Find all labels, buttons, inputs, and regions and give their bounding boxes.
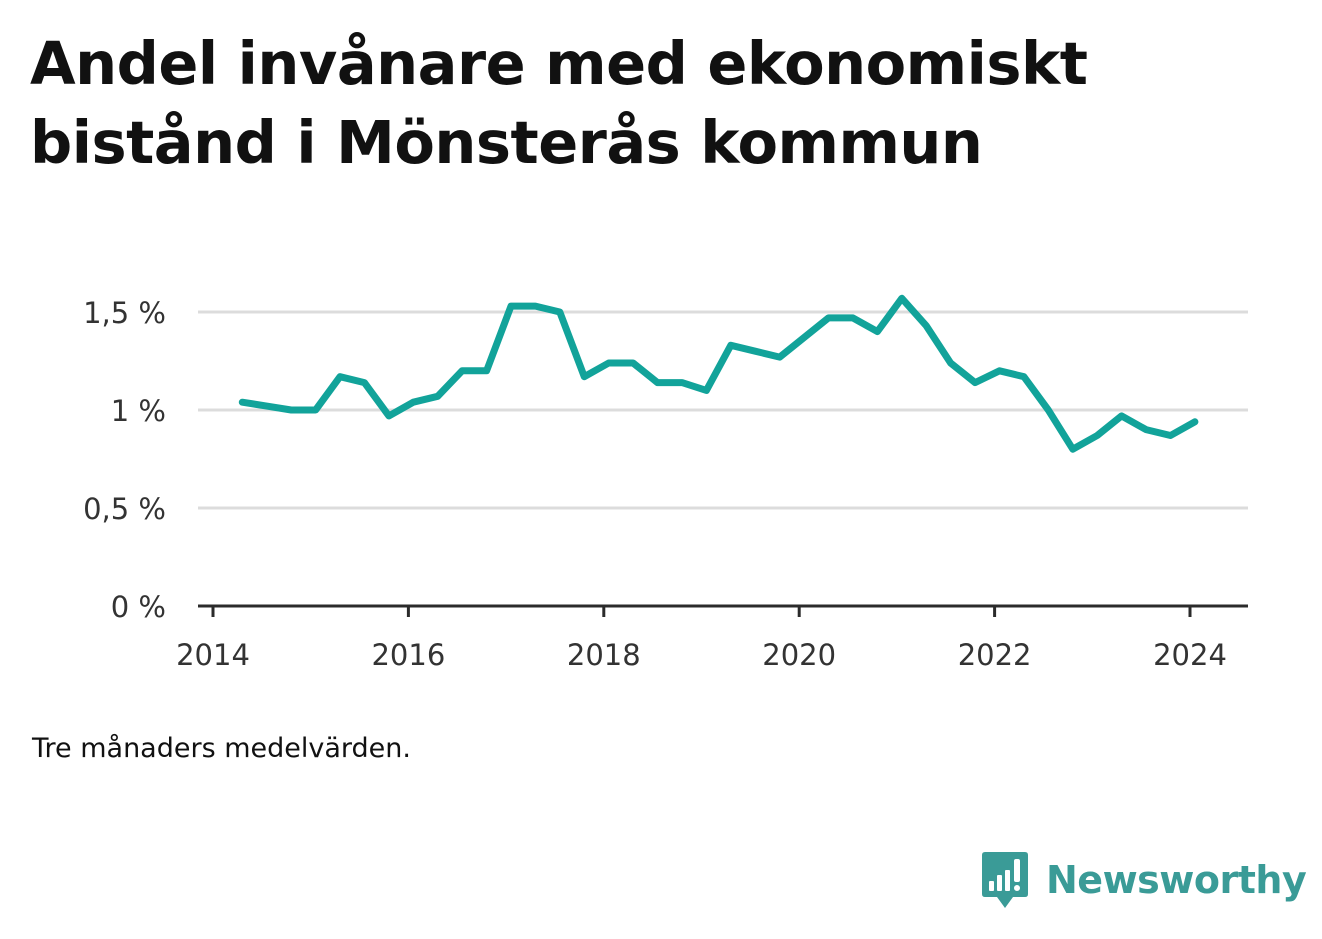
x-tick-label: 2022	[958, 638, 1032, 672]
newsworthy-logo-icon	[982, 852, 1028, 908]
x-tick-label: 2014	[176, 638, 250, 672]
newsworthy-logo[interactable]: Newsworthy	[980, 848, 1307, 912]
footnote: Tre månaders medelvärden.	[32, 733, 411, 764]
chart-title-line-2: bistånd i Mönsterås kommun	[30, 108, 983, 177]
chart-title-line-1: Andel invånare med ekonomiskt	[30, 29, 1088, 98]
y-tick-label: 1 %	[111, 394, 166, 428]
x-tick-label: 2018	[567, 638, 641, 672]
y-tick-label: 0,5 %	[83, 492, 166, 526]
axes: 0 % 0,5 % 1 % 1,5 % 2014 2016 2018 2020 2022 2024	[83, 296, 1248, 672]
x-tick-label: 2020	[762, 638, 836, 672]
chart-title: Andel invånare med ekonomiskt bistånd i …	[30, 24, 1290, 182]
x-tick-label: 2016	[371, 638, 445, 672]
x-tick-label: 2024	[1153, 638, 1227, 672]
gridlines	[198, 310, 1248, 510]
series-layer	[238, 294, 1199, 453]
brand-name: Newsworthy	[1046, 858, 1307, 902]
y-tick-label: 0 %	[111, 590, 166, 624]
series-line-1	[238, 294, 1199, 453]
y-tick-label: 1,5 %	[83, 296, 166, 330]
